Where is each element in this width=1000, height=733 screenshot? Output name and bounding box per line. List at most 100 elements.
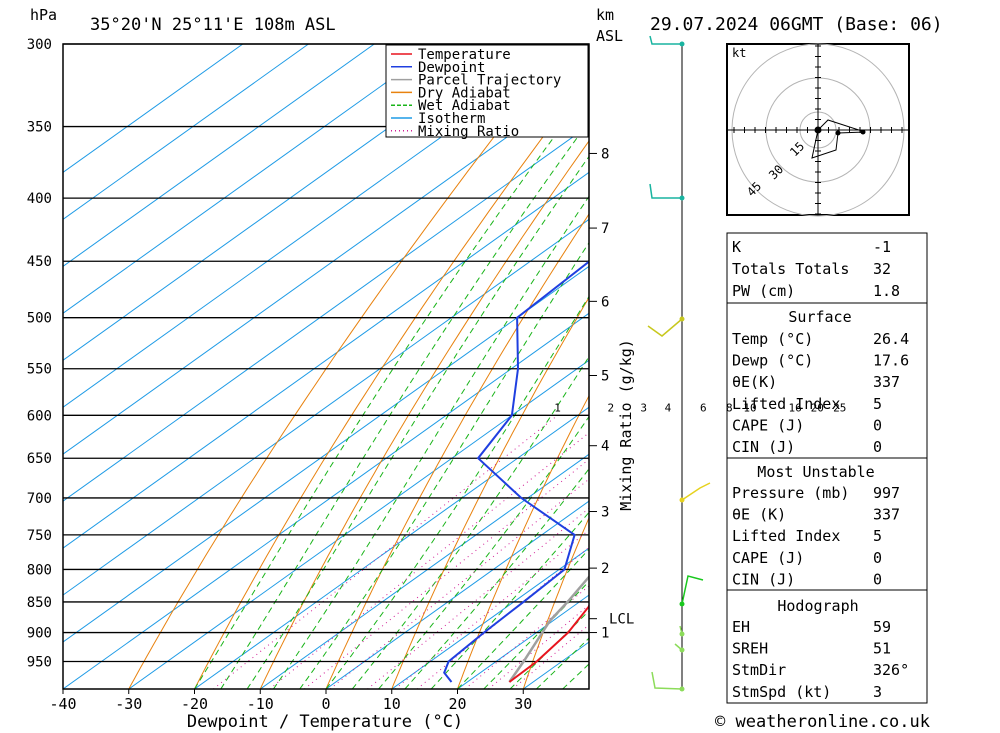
mixing-ratio-value-label: 6: [700, 401, 707, 414]
hodograph-unit-label: kt: [732, 46, 746, 60]
isotherm-line: [63, 44, 375, 267]
mixing-ratio-value-label: 10: [743, 401, 756, 414]
pressure-tick-label: 950: [27, 655, 52, 671]
km-tick-label: 3: [601, 505, 609, 521]
asl-label: ASL: [596, 27, 623, 45]
wind-barb-dot: [679, 195, 685, 201]
pressure-tick-label: 300: [27, 37, 52, 53]
surface-row-value: 0: [873, 416, 882, 434]
datetime-title: 29.07.2024 06GMT (Base: 06): [650, 14, 943, 35]
isotherm-line: [63, 44, 572, 408]
most-unstable-row-value: 5: [873, 527, 882, 545]
totals-totals-value: 32: [873, 260, 891, 278]
surface-row-label: CIN (J): [732, 438, 795, 456]
isotherm-line: [63, 124, 589, 502]
hodograph-table-row-value: 51: [873, 640, 891, 658]
pressure-tick-label: 700: [27, 491, 52, 507]
dry-adiabat-line: [194, 74, 589, 689]
km-tick-label: 2: [601, 561, 609, 577]
isotherm-line: [63, 171, 589, 549]
km-label: km: [596, 6, 614, 24]
axes: 3003504004505005506006507007508008509009…: [27, 37, 847, 713]
wind-barb-dot: [679, 631, 685, 637]
pressure-tick-label: 400: [27, 191, 52, 207]
wind-barb-dot: [679, 647, 685, 653]
pressure-tick-label: 900: [27, 626, 52, 642]
isotherm-line: [63, 44, 441, 314]
most-unstable-row-label: CIN (J): [732, 570, 795, 588]
most-unstable-row-label: Lifted Index: [732, 527, 840, 545]
isotherm-line: [325, 500, 589, 689]
km-tick-label: LCL: [609, 612, 634, 628]
mixing-ratio-value-label: 20: [811, 401, 824, 414]
km-tick-label: 4: [601, 439, 609, 455]
profile-lines: [443, 259, 589, 683]
most-unstable-row-value: 997: [873, 484, 900, 502]
hodograph-table-box: [726, 589, 928, 704]
pressure-unit-label: hPa: [30, 6, 57, 24]
hodograph-table-row-label: SREH: [732, 640, 768, 658]
isotherm-line: [128, 359, 589, 689]
surface-row-label: Lifted Index: [732, 395, 840, 413]
isotherm-line: [260, 453, 589, 689]
hodograph-table-row-label: StmSpd (kt): [732, 683, 831, 701]
mixing-ratio-axis-label: Mixing Ratio (g/kg): [617, 339, 635, 511]
pressure-tick-label: 450: [27, 254, 52, 270]
temp-tick-label: -30: [115, 695, 142, 713]
isotherm-line: [63, 218, 589, 596]
hodograph-point: [814, 126, 822, 134]
surface-row-value: 26.4: [873, 330, 909, 348]
most-unstable-row-value: 0: [873, 570, 882, 588]
pressure-tick-label: 850: [27, 595, 52, 611]
pressure-tick-label: 600: [27, 408, 52, 424]
temp-tick-label: -20: [181, 695, 208, 713]
mixing-ratio-value-label: 8: [726, 401, 733, 414]
hodograph-table-rows: EH 59 SREH 51 StmDir 326° StmSpd (kt) 3: [732, 618, 909, 701]
dry-adiabat-line: [391, 296, 589, 689]
most-unstable-row-value: 337: [873, 506, 900, 524]
dry-adiabat-line: [128, 44, 567, 689]
dry-adiabat-line: [984, 44, 1000, 689]
pressure-tick-label: 750: [27, 528, 52, 544]
wind-barb: [649, 183, 682, 199]
k-index-label: K: [732, 238, 741, 256]
mixing-ratio-value-label: 3: [640, 401, 647, 414]
pressure-tick-label: 500: [27, 311, 52, 327]
wind-barb-dot: [679, 316, 685, 322]
temp-tick-label: 10: [383, 695, 401, 713]
isotherm-line: [63, 77, 589, 455]
isotherm-line: [63, 44, 309, 220]
wet-adiabat-line: [299, 241, 589, 689]
dewpoint-line: [443, 259, 589, 683]
surface-row-value: 337: [873, 373, 900, 391]
copyright: © weatheronline.co.uk: [715, 712, 930, 732]
wind-barb-dot: [679, 601, 685, 607]
hodograph-table-row-value: 3: [873, 683, 882, 701]
mixing-ratio-value-label: 2: [607, 401, 614, 414]
isotherm-line: [194, 406, 589, 689]
wind-barb: [647, 318, 683, 337]
location-title: 35°20'N 25°11'E 108m ASL: [90, 15, 336, 35]
hodograph-point: [860, 129, 866, 135]
surface-row-label: θE(K): [732, 373, 777, 391]
surface-row-label: Temp (°C): [732, 330, 813, 348]
wet-adiabat-line: [194, 89, 589, 689]
hodograph-table-row-value: 326°: [873, 661, 909, 679]
wind-barb: [651, 671, 683, 690]
pressure-tick-label: 800: [27, 562, 52, 578]
temp-tick-label: -40: [49, 695, 76, 713]
k-index-value: -1: [873, 238, 891, 256]
most-unstable-row-label: Pressure (mb): [732, 484, 849, 502]
wind-barb-dot: [679, 41, 685, 47]
most-unstable-rows: Pressure (mb) 997 θE (K) 337 Lifted Index 5 CA…: [732, 484, 900, 588]
legend-entry-label: Isotherm: [418, 111, 485, 127]
legend-entry-label: Wet Adiabat: [418, 98, 511, 114]
wind-barb-dot: [679, 497, 685, 503]
mixing-ratio-value-label: 16: [789, 401, 802, 414]
x-axis-label: Dewpoint / Temperature (°C): [187, 712, 463, 732]
isotherm-line: [63, 312, 589, 689]
mixing-ratio-line: [304, 458, 589, 689]
surface-title: Surface: [788, 308, 851, 326]
most-unstable-row-value: 0: [873, 549, 882, 567]
